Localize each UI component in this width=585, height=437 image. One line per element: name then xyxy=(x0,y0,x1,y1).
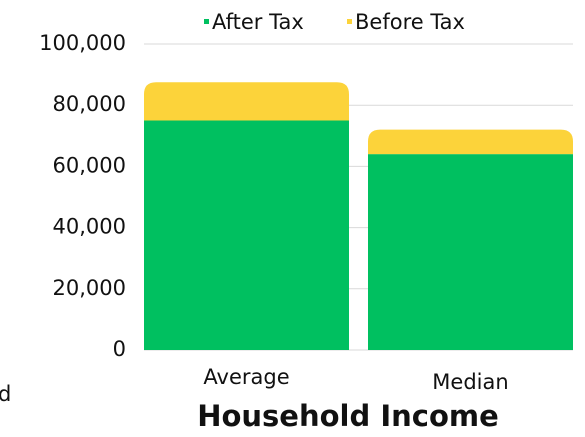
chart-title: Household Income xyxy=(197,399,499,433)
y-tick-label: 100,000 xyxy=(39,31,126,55)
legend-swatch xyxy=(204,19,209,24)
bar-segment xyxy=(368,129,573,155)
x-tick-label: Average xyxy=(203,365,289,389)
y-tick-label: 60,000 xyxy=(53,153,126,177)
bar-segment xyxy=(368,154,573,350)
bar-segment xyxy=(144,82,349,121)
legend-swatch xyxy=(347,19,352,24)
legend-label: Before Tax xyxy=(355,10,465,34)
legend-label: After Tax xyxy=(212,10,304,34)
y-tick-label: 40,000 xyxy=(53,215,126,239)
annotation: d xyxy=(0,382,11,406)
bar-segment xyxy=(144,120,349,350)
y-tick-label: 80,000 xyxy=(53,92,126,116)
x-tick-label: Median xyxy=(432,370,508,394)
y-tick-label: 20,000 xyxy=(53,276,126,300)
y-tick-label: 0 xyxy=(113,337,126,361)
